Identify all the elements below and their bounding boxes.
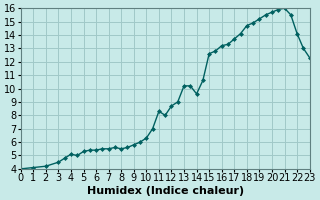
X-axis label: Humidex (Indice chaleur): Humidex (Indice chaleur)	[87, 186, 244, 196]
